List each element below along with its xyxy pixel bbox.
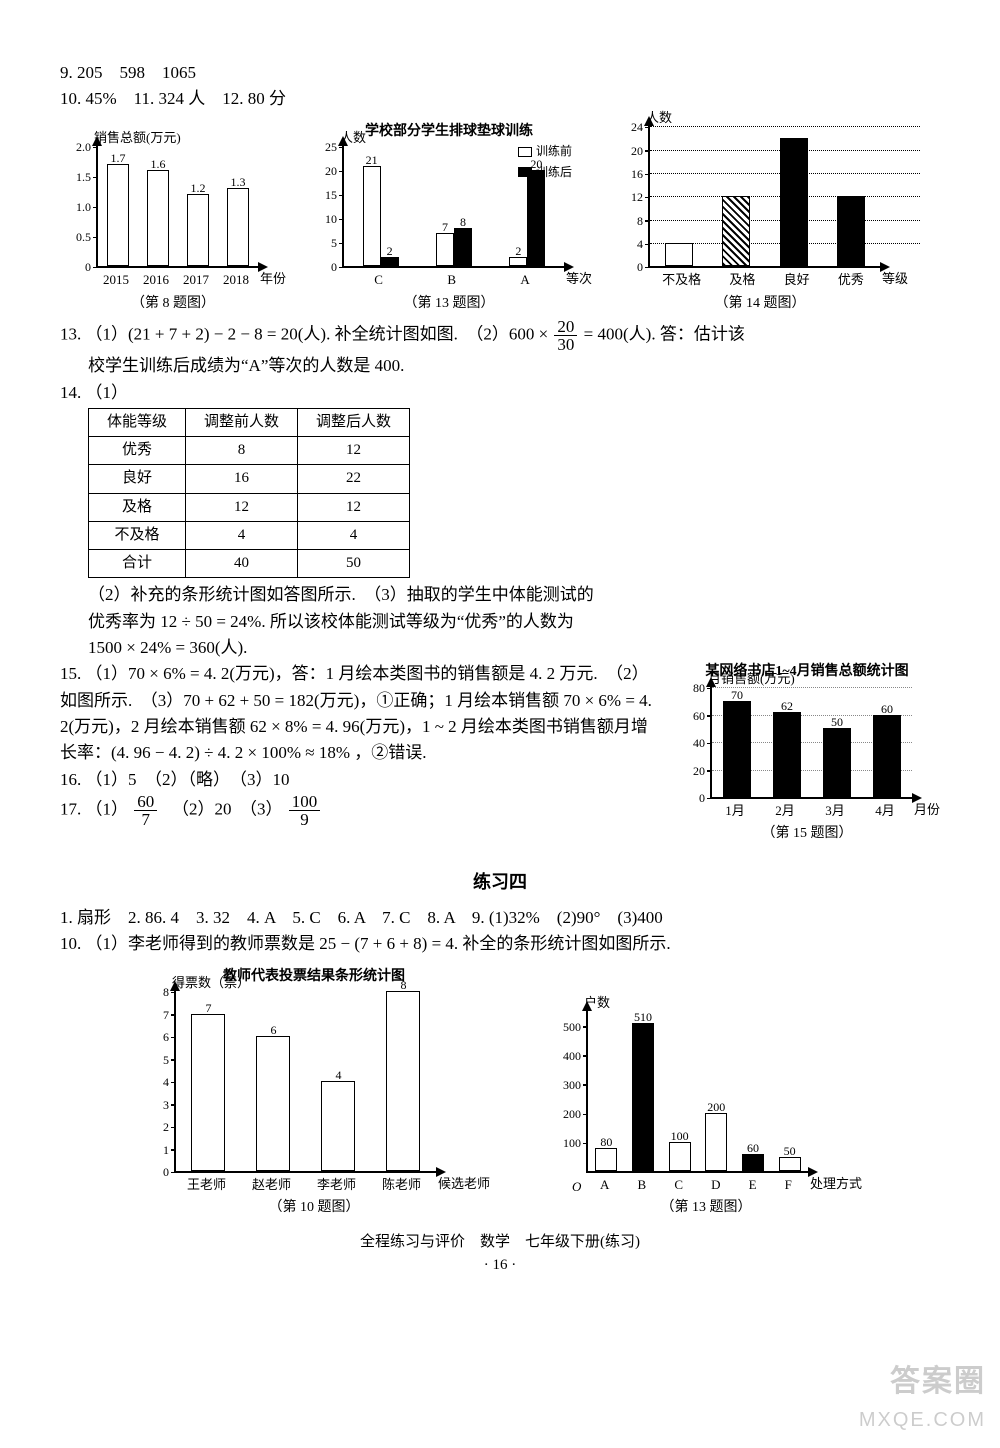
ex4-l2: 10. （1）李老师得到的教师票数是 25 − (7 + 6 + 8) = 4.…: [60, 931, 940, 957]
charts-row: 销售总额(万元)2.01.51.00.501.71.61.21.32015201…: [60, 121, 940, 315]
ex4-l1: 1. 扇形 2. 86. 4 3. 32 4. A 5. C 6. A 7. C…: [60, 905, 940, 931]
chart-13b: 户数500400300200100805101002006050ABCDEF处理…: [550, 1011, 862, 1219]
chart-15: 某网络书店1~4月销售总额统计图月销售额(万元)8060402007062506…: [674, 661, 940, 845]
ex4-title: 练习四: [60, 869, 940, 897]
q13: 13. （1）(21 + 7 + 2) − 2 − 8 = 20(人). 补全统…: [60, 318, 940, 353]
q14-table: 体能等级调整前人数调整后人数优秀812良好1622及格1212不及格44合计40…: [88, 408, 410, 579]
q16: 16. （1）5 （2）（略） （3）10: [60, 767, 654, 793]
q17: 17. （1） 607 （2）20 （3） 1009: [60, 793, 654, 828]
charts-row-b: 教师代表投票结果条形统计图得票数（票）8765432107648王老师赵老师李老…: [60, 966, 940, 1220]
chart-10b: 教师代表投票结果条形统计图得票数（票）8765432107648王老师赵老师李老…: [138, 966, 490, 1220]
q14-p2: （2）补充的条形统计图如答图所示. （3）抽取的学生中体能测试的优秀率为 12 …: [88, 582, 608, 661]
chart-13: 学校部分学生排球垫球训练人数2520151050训练前训练后21278220CB…: [306, 121, 592, 315]
q13-cont: 校学生训练后成绩为“A”等次的人数是 400.: [88, 353, 940, 379]
q14-head: 14. （1）: [60, 380, 940, 406]
watermark: 答案圈 MXQE.COM: [859, 1359, 986, 1437]
chart-14: 人数24201612840不及格及格良好优秀等级（第 14 题图）: [612, 126, 908, 314]
chart-8: 销售总额(万元)2.01.51.00.501.71.61.21.32015201…: [60, 146, 286, 314]
q15-block: 15. （1）70 × 6% = 4. 2(万元)，答：1 月绘本类图书的销售额…: [60, 661, 940, 845]
line-10-12: 10. 45% 11. 324 人 12. 80 分: [60, 86, 940, 112]
q15: 15. （1）70 × 6% = 4. 2(万元)，答：1 月绘本类图书的销售额…: [60, 661, 654, 766]
line-9: 9. 205 598 1065: [60, 60, 940, 86]
footer: 全程练习与评价 数学 七年级下册(练习) · 16 ·: [60, 1231, 940, 1278]
